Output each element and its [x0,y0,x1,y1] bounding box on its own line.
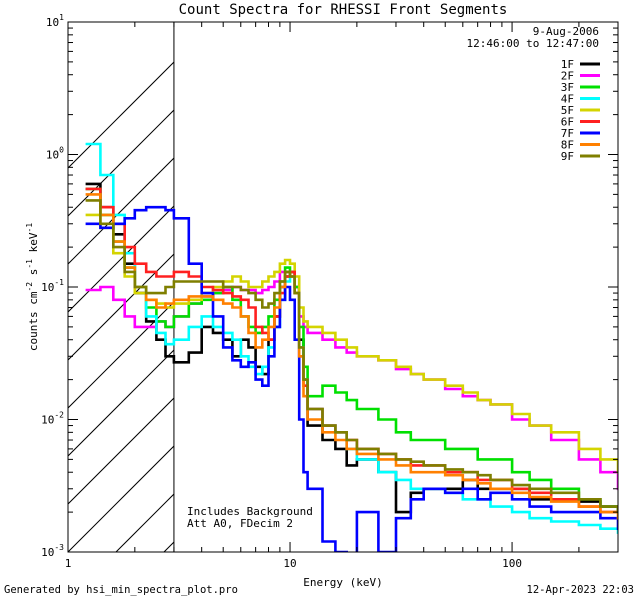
hatch-line [68,157,174,265]
y-tick-label: 100 [46,146,64,162]
plot-frame [67,21,619,553]
hatch-line [452,0,640,552]
x-axis-label: Energy (keV) [303,576,382,589]
legend-label-7F: 7F [561,127,574,140]
chart-title: Count Spectra for RHESSI Front Segments [179,2,508,18]
hatch-line [68,445,174,552]
time-range-label: 12:46:00 to 12:47:00 [467,37,599,50]
x-tick-label: 100 [502,557,522,570]
series-9F [85,199,618,514]
series-5F [85,213,618,474]
axes: 1 10 100 10-3 10-2 10-1 100 101 [41,13,619,570]
series-3F [85,187,618,514]
footer-date: 12-Apr-2023 22:03 [526,584,634,596]
hatch-line [308,0,640,552]
y-tick-label: 10-3 [41,543,64,559]
legend-label-4F: 4F [561,93,574,106]
hatch-line [356,0,640,552]
series-layer [85,142,618,552]
hatch-line [68,349,174,457]
y-tick-label: 101 [46,13,64,29]
date-label: 9-Aug-2006 [533,25,599,38]
annotation-attenuator: Att A0, FDecim 2 [187,517,293,530]
hatch-line [68,397,174,505]
legend-label-6F: 6F [561,116,574,129]
legend-label-1F: 1F [561,58,574,71]
legend-label-9F: 9F [561,150,574,163]
hatch-lines [68,0,640,552]
legend-label-3F: 3F [561,81,574,94]
hatch-line [68,205,174,313]
hatch-line [404,0,640,552]
x-tick-label: 1 [65,557,72,570]
x-tick-label: 10 [283,557,296,570]
series-7F [85,205,618,552]
annotation-background: Includes Background [187,505,313,518]
y-tick-label: 10-1 [41,278,64,294]
legend-label-8F: 8F [561,139,574,152]
hatched-region [68,0,640,552]
hatch-line [212,0,640,552]
footer-generator: Generated by hsi_min_spectra_plot.pro [4,584,238,596]
y-axis-label: counts cm-2 s-1 keV-1 [25,223,40,351]
series-4F [85,142,618,534]
y-tick-label: 10-2 [41,411,64,427]
legend-label-2F: 2F [561,70,574,83]
legend-label-5F: 5F [561,104,574,117]
